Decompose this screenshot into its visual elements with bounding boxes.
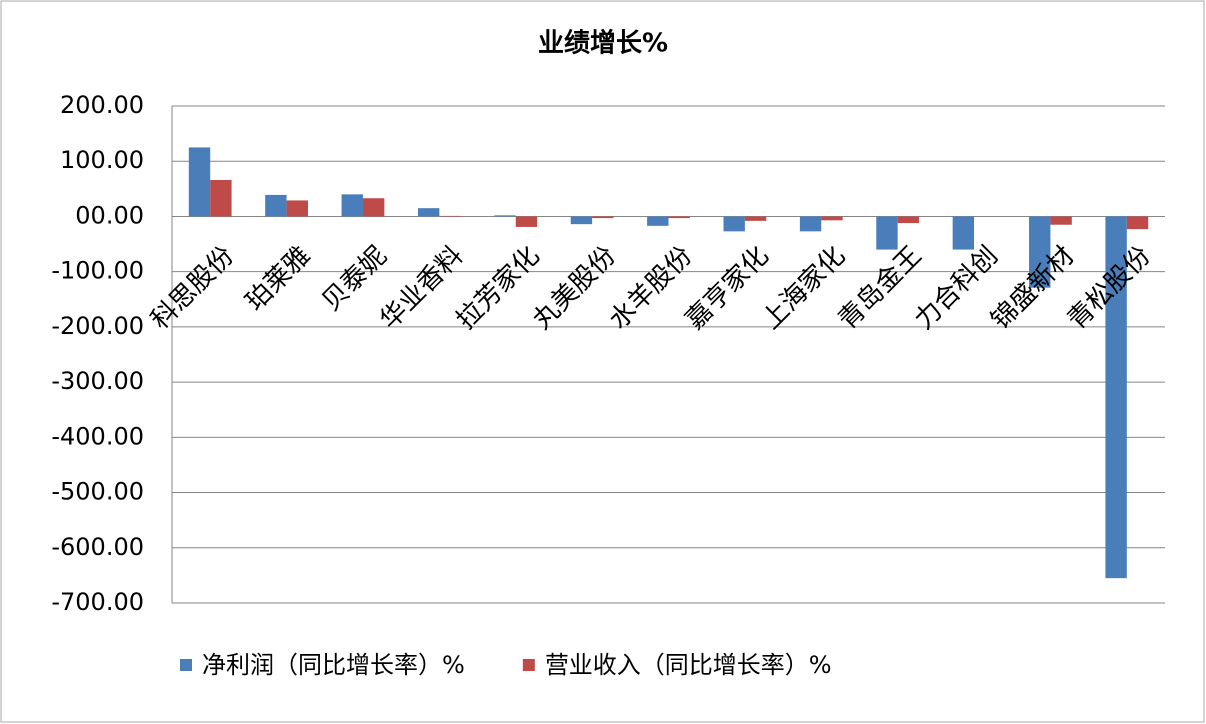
legend-label: 营业收入（同比增长率）% (545, 651, 832, 679)
bar (1029, 216, 1051, 288)
bar (570, 216, 593, 225)
bar (265, 194, 287, 217)
bar (668, 216, 690, 219)
bar (210, 179, 232, 217)
legend-label: 净利润（同比增长率）% (202, 651, 465, 679)
y-tick-label: -200.00 (51, 312, 144, 340)
bar (1050, 216, 1072, 225)
bar (341, 194, 363, 217)
bar (1105, 216, 1127, 579)
bar (876, 216, 898, 250)
bar (439, 215, 461, 217)
bar (821, 216, 843, 221)
bar (362, 198, 385, 217)
y-tick-label: -300.00 (51, 367, 144, 395)
bar (647, 216, 669, 226)
y-tick-label: -500.00 (51, 478, 144, 506)
y-tick-label: 100.00 (60, 146, 144, 174)
y-tick-label: -600.00 (51, 533, 144, 561)
bar (1126, 216, 1149, 230)
legend-swatch (522, 659, 535, 671)
y-tick-label: 200.00 (60, 91, 144, 119)
chart-title: 业绩增长% (538, 28, 668, 59)
bar (188, 147, 211, 217)
y-tick-label: -100.00 (51, 257, 144, 285)
bar (952, 216, 975, 250)
bar (723, 216, 745, 232)
legend-swatch (180, 659, 192, 671)
y-tick-label: 00.00 (75, 201, 144, 229)
y-tick-label: -400.00 (51, 422, 144, 450)
bar (592, 216, 614, 219)
bar (494, 215, 516, 217)
bar (515, 216, 538, 227)
bar (897, 216, 920, 224)
bar (799, 216, 822, 232)
bar (744, 216, 767, 221)
bar (286, 200, 308, 217)
bar (417, 208, 440, 217)
y-tick-label: -700.00 (51, 588, 144, 616)
